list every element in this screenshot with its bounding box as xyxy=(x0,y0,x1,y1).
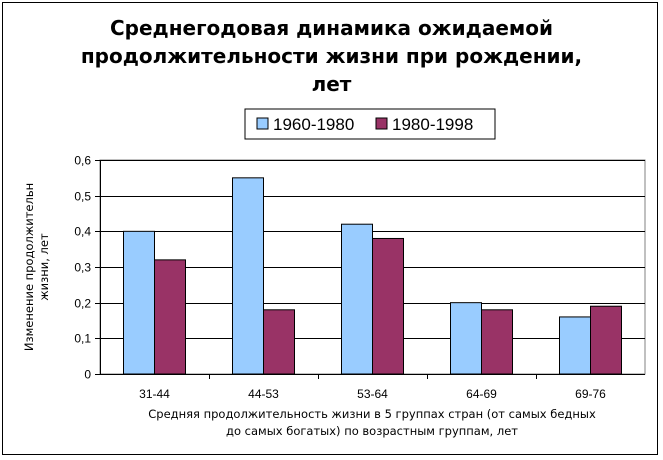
y-tick-label: 0,6 xyxy=(74,154,91,168)
bar xyxy=(450,302,482,375)
y-tick-label: 0,2 xyxy=(74,297,91,311)
legend-swatch xyxy=(375,117,388,130)
bar xyxy=(154,259,186,375)
x-tick-label: 44-53 xyxy=(248,387,279,401)
bar xyxy=(263,309,295,375)
x-axis-title: Средняя продолжительность жизни в 5 груп… xyxy=(148,407,596,421)
y-tick-label: 0,1 xyxy=(74,332,91,346)
x-tick-label: 53-64 xyxy=(357,387,388,401)
bar xyxy=(481,309,513,375)
bar xyxy=(341,223,373,375)
y-tick-label: 0,5 xyxy=(74,190,91,204)
bar xyxy=(123,230,155,375)
x-tick-label: 64-69 xyxy=(466,387,497,401)
y-axis-title: жизни, лет xyxy=(37,233,51,301)
x-tick-label: 69-76 xyxy=(575,387,606,401)
y-tick-label: 0,3 xyxy=(74,261,91,275)
legend xyxy=(244,108,496,140)
bar xyxy=(372,237,404,375)
legend-label: 1960-1980 xyxy=(273,115,354,134)
y-tick-label: 0 xyxy=(84,368,91,382)
y-tick-label: 0,4 xyxy=(74,225,91,239)
x-tick-label: 31-44 xyxy=(139,387,170,401)
bar xyxy=(590,305,622,375)
y-axis-title: Изменение продолжительн xyxy=(22,183,36,351)
legend-swatch xyxy=(256,117,269,130)
bar xyxy=(559,316,591,375)
x-axis-title: до самых богатых) по возрастным группам,… xyxy=(226,424,518,438)
legend-label: 1980-1998 xyxy=(392,115,473,134)
bar xyxy=(232,177,264,375)
chart-title: Среднегодовая динамика ожидаемой продолж… xyxy=(80,16,583,96)
